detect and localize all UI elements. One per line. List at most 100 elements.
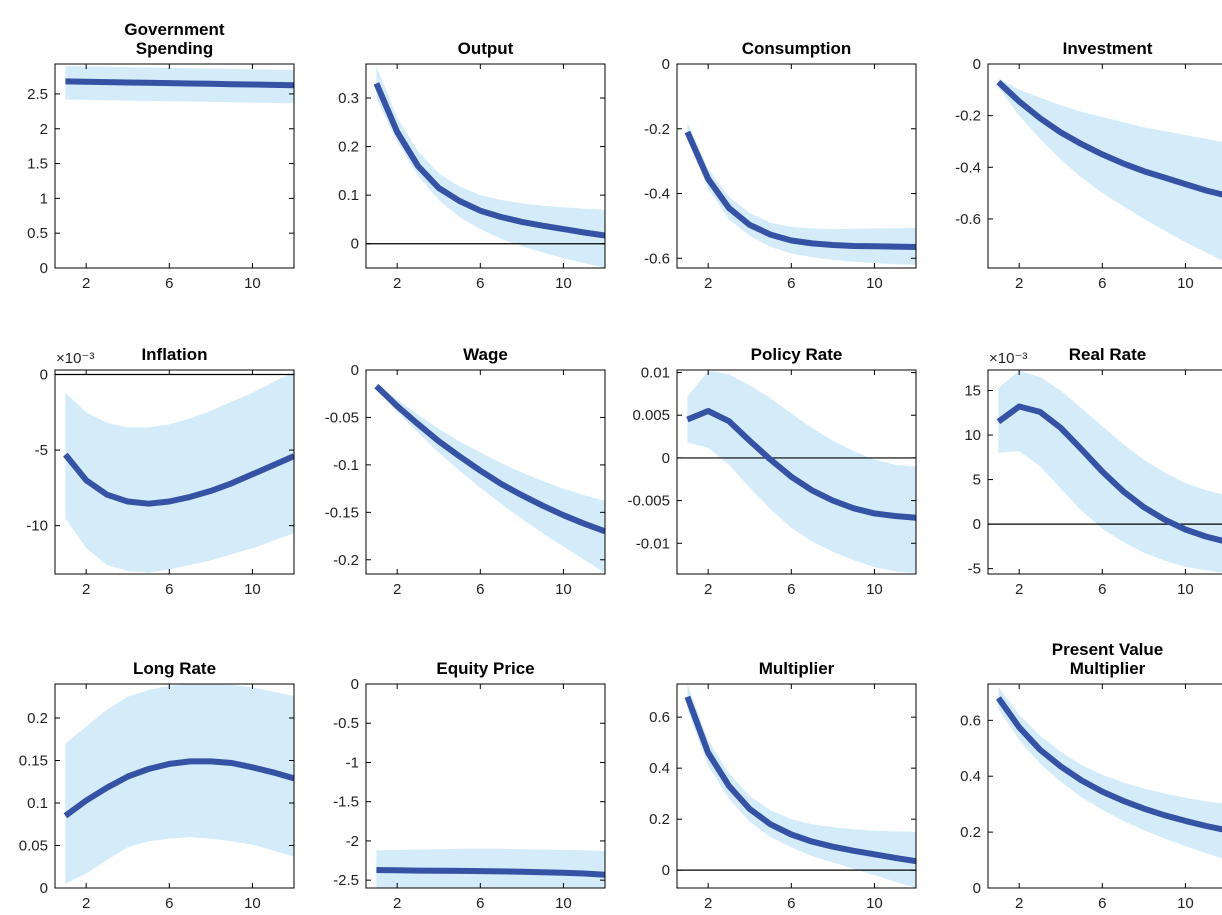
y-tick-label: -0.05 xyxy=(325,409,359,426)
chart-title: Long Rate xyxy=(133,659,216,678)
y-tick-label: 0 xyxy=(973,516,981,533)
chart-title: Policy Rate xyxy=(751,345,843,364)
chart-title: Inflation xyxy=(141,345,207,364)
impulse-response-line xyxy=(686,408,916,521)
y-tick-label: 0.2 xyxy=(960,824,981,841)
y-tick-label: 0 xyxy=(40,260,48,277)
y-tick-label: 0 xyxy=(662,450,670,467)
confidence-band xyxy=(376,66,605,268)
y-tick-label: -0.15 xyxy=(325,504,359,521)
confidence-band xyxy=(687,370,916,574)
chart-panel: 2 6 10 -10 -5 0 ×10⁻³ Inflation xyxy=(26,345,295,598)
y-tick-label: 0.5 xyxy=(27,225,48,242)
chart-title: Multiplier xyxy=(1070,659,1146,678)
y-tick-label: -10 xyxy=(26,518,48,535)
y-tick-label: 2 xyxy=(40,121,48,138)
y-tick-label: 0.01 xyxy=(641,365,670,382)
plot-area xyxy=(996,78,1222,261)
plot-area xyxy=(988,370,1222,573)
plot-area xyxy=(63,684,294,884)
impulse-response-line xyxy=(374,383,605,535)
confidence-band xyxy=(65,684,294,884)
chart-panel: 2 6 10 0 0.1 0.2 0.3 Output xyxy=(338,39,606,292)
y-tick-label: 5 xyxy=(973,472,981,489)
plot-area xyxy=(677,370,916,574)
axes-box xyxy=(987,63,1222,269)
y-tick-label: -0.1 xyxy=(333,457,359,474)
plot-area xyxy=(677,684,916,888)
plot-area xyxy=(65,66,294,104)
y-tick-label: 0.2 xyxy=(649,811,670,828)
y-tick-label: 0 xyxy=(662,862,670,879)
x-tick-label: 2 xyxy=(82,581,90,598)
chart-title: Wage xyxy=(463,345,508,364)
y-tick-label: -5 xyxy=(35,442,48,459)
axes-box xyxy=(54,63,295,269)
plot-area xyxy=(376,848,605,888)
axis-multiplier: ×10⁻³ xyxy=(56,350,94,367)
axes-box xyxy=(365,63,606,269)
chart-title: Present Value xyxy=(1052,640,1164,659)
x-tick-label: 2 xyxy=(393,275,401,292)
x-tick-label: 2 xyxy=(704,895,712,912)
y-tick-label: 0 xyxy=(351,236,359,253)
x-tick-label: 10 xyxy=(244,895,261,912)
y-tick-label: -5 xyxy=(968,561,981,578)
y-tick-label: 0 xyxy=(973,880,981,897)
impulse-response-line xyxy=(373,82,605,239)
x-tick-label: 6 xyxy=(1098,895,1106,912)
y-tick-label: 0.6 xyxy=(960,712,981,729)
y-tick-label: -0.2 xyxy=(955,108,981,125)
y-tick-label: 0 xyxy=(40,367,48,384)
impulse-response-line xyxy=(684,130,916,250)
y-tick-label: -0.6 xyxy=(644,250,670,267)
y-tick-label: 0 xyxy=(351,676,359,693)
chart-title: Output xyxy=(458,39,514,58)
y-tick-label: 0.3 xyxy=(338,90,359,107)
chart-title: Spending xyxy=(136,39,213,58)
chart-title: Government xyxy=(124,20,224,39)
y-tick-label: 0.2 xyxy=(338,139,359,156)
confidence-band xyxy=(687,122,916,265)
x-tick-label: 10 xyxy=(244,581,261,598)
chart-title: Equity Price xyxy=(436,659,534,678)
x-tick-label: 10 xyxy=(1177,581,1194,598)
plot-area xyxy=(55,371,294,573)
axes-box xyxy=(676,369,917,575)
axes-box xyxy=(987,369,1222,575)
x-tick-label: 10 xyxy=(555,581,572,598)
y-tick-label: -2 xyxy=(346,833,359,850)
y-tick-label: 10 xyxy=(964,427,981,444)
y-tick-label: -0.5 xyxy=(333,715,359,732)
x-tick-label: 6 xyxy=(165,581,173,598)
y-tick-label: 0 xyxy=(662,56,670,73)
x-tick-label: 6 xyxy=(787,275,795,292)
plot-area xyxy=(366,66,605,268)
impulse-response-line xyxy=(684,695,916,865)
y-tick-label: 1 xyxy=(40,190,48,207)
y-tick-label: 1.5 xyxy=(27,156,48,173)
confidence-band xyxy=(998,686,1222,859)
x-tick-label: 6 xyxy=(787,895,795,912)
x-tick-label: 6 xyxy=(476,275,484,292)
x-tick-label: 10 xyxy=(1177,275,1194,292)
y-tick-label: 0.6 xyxy=(649,709,670,726)
chart-panel: 2 6 10 -0.01 -0.005 0 0.005 0.01 Policy Rate xyxy=(627,345,917,598)
y-tick-label: -0.005 xyxy=(627,493,670,510)
y-tick-label: -0.4 xyxy=(955,159,981,176)
chart-title: Consumption xyxy=(742,39,852,58)
axes-box xyxy=(365,369,606,575)
x-tick-label: 2 xyxy=(82,895,90,912)
plot-area xyxy=(995,686,1222,859)
axes-box xyxy=(676,683,917,889)
y-tick-label: 0 xyxy=(973,56,981,73)
plot-area xyxy=(684,122,916,265)
x-tick-label: 10 xyxy=(244,275,261,292)
x-tick-label: 2 xyxy=(704,275,712,292)
y-tick-label: 0.15 xyxy=(19,753,48,770)
x-tick-label: 6 xyxy=(1098,581,1106,598)
x-tick-label: 6 xyxy=(476,581,484,598)
